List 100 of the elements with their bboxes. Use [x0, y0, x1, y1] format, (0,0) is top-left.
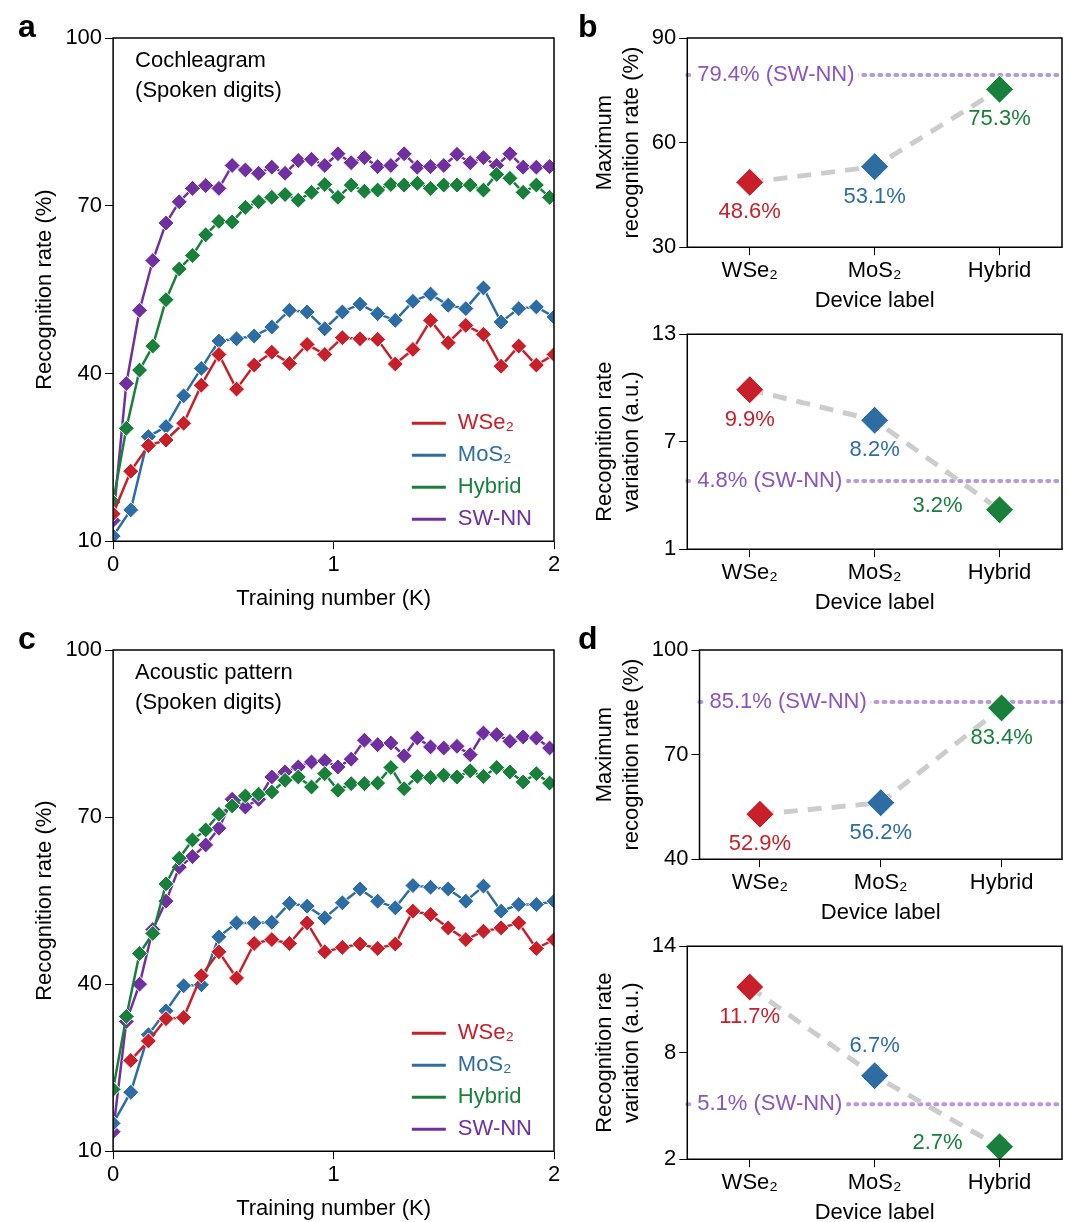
point — [369, 939, 387, 957]
point — [422, 906, 440, 924]
point — [386, 899, 404, 917]
point — [514, 158, 532, 176]
point — [474, 877, 492, 895]
point — [117, 375, 135, 393]
y-axis-title: Recognition rate (%) — [31, 189, 57, 390]
point — [492, 902, 510, 920]
point — [474, 767, 492, 785]
data-label: 75.3% — [968, 105, 1031, 131]
point — [492, 357, 510, 375]
point — [527, 158, 545, 176]
y-tick-label: 2 — [664, 1145, 677, 1171]
point — [263, 931, 281, 949]
point — [987, 693, 1017, 723]
point — [228, 330, 246, 348]
y-tick-label: 70 — [77, 191, 103, 217]
point — [131, 975, 149, 993]
point — [527, 298, 545, 316]
point — [157, 214, 175, 232]
point — [457, 300, 475, 318]
point — [404, 340, 422, 358]
point — [210, 179, 228, 197]
point — [435, 156, 453, 174]
point — [404, 292, 422, 310]
point — [276, 186, 294, 204]
point — [303, 183, 321, 201]
data-label: 52.9% — [728, 830, 792, 856]
point — [474, 279, 492, 297]
y-tick-label: 100 — [65, 24, 103, 50]
legend-label: Hybrid — [457, 1083, 522, 1109]
point — [492, 919, 510, 937]
point — [527, 729, 545, 747]
point — [422, 878, 440, 896]
ref-line-label: 79.4% (SW-NN) — [697, 61, 855, 87]
point — [157, 1010, 175, 1028]
point — [985, 1132, 1015, 1160]
x-tick-label: WSe₂ — [721, 257, 778, 283]
point — [860, 405, 890, 435]
point — [228, 914, 246, 932]
point — [298, 897, 316, 915]
point — [289, 768, 307, 786]
point — [369, 736, 387, 754]
point — [408, 174, 426, 192]
point — [501, 763, 519, 781]
data-label: 56.2% — [849, 818, 912, 844]
point — [175, 414, 193, 432]
point — [192, 967, 210, 985]
point — [745, 799, 775, 829]
x-tick-label: WSe₂ — [731, 869, 789, 895]
x-tick-label: 2 — [547, 1161, 561, 1187]
point — [448, 176, 466, 194]
data-label: 6.7% — [849, 1031, 900, 1057]
point — [236, 787, 254, 805]
point — [501, 732, 519, 750]
x-tick-label: 2 — [547, 551, 561, 577]
data-label: 53.1% — [843, 182, 906, 208]
point — [316, 156, 334, 174]
text: Acoustic pattern (Spoken digits) — [135, 659, 293, 715]
point — [860, 152, 890, 182]
point — [329, 781, 347, 799]
x-tick-label: WSe₂ — [721, 1169, 778, 1195]
point — [461, 762, 479, 780]
point — [501, 169, 519, 187]
point — [245, 914, 263, 932]
point — [860, 1061, 890, 1091]
point — [228, 969, 246, 987]
x-axis-title: Device label — [814, 1198, 935, 1222]
x-tick-label: 1 — [327, 1161, 340, 1187]
data-label: 9.9% — [724, 405, 775, 431]
point — [316, 765, 334, 783]
point — [157, 875, 175, 893]
point — [351, 295, 369, 313]
y-tick-label: 70 — [664, 740, 689, 766]
point — [386, 355, 404, 373]
point — [404, 877, 422, 895]
point — [735, 375, 765, 405]
point — [342, 750, 360, 768]
point — [223, 213, 241, 231]
point — [527, 939, 545, 957]
point — [395, 145, 413, 163]
ref-line-label: 5.1% (SW-NN) — [697, 1090, 843, 1116]
point — [192, 359, 210, 377]
point — [316, 175, 334, 193]
point — [131, 361, 149, 379]
point — [395, 780, 413, 798]
point — [448, 145, 466, 163]
point — [170, 193, 188, 211]
point — [735, 972, 765, 1002]
point — [183, 848, 201, 866]
point — [492, 313, 510, 331]
y-tick-label: 7 — [664, 427, 677, 453]
point — [210, 819, 228, 837]
point — [197, 821, 215, 839]
point — [316, 345, 334, 363]
point — [298, 914, 316, 932]
y-tick-label: 40 — [77, 970, 103, 996]
point — [351, 330, 369, 348]
y-tick-label: 8 — [664, 1038, 677, 1064]
point — [510, 896, 528, 913]
